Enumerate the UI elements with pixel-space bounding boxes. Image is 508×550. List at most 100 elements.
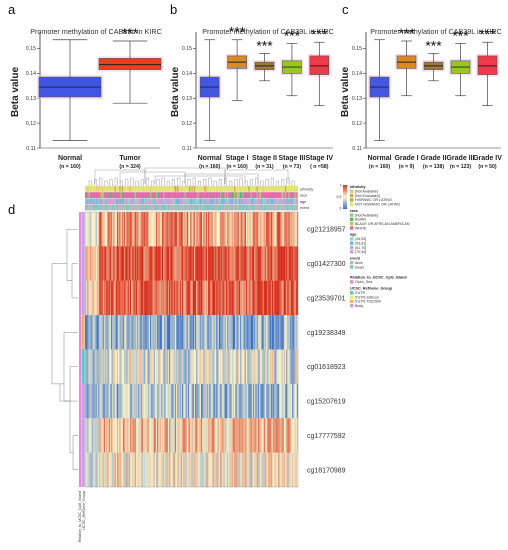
track-cell (223, 198, 225, 205)
heatmap-cell (178, 349, 180, 385)
heatmap-cell (170, 212, 172, 247)
track-label: ethnicity (300, 188, 313, 192)
track-cell (271, 198, 274, 205)
track-cell (203, 186, 205, 192)
legend-swatch (350, 245, 354, 250)
heatmap-cell (192, 452, 195, 488)
heatmap-cell (88, 349, 90, 385)
track-cell (120, 204, 122, 211)
heatmap-cell (166, 349, 168, 385)
track-cell (94, 186, 96, 192)
heatmap-cell (209, 418, 211, 453)
heatmap-cell (100, 349, 102, 385)
track-cell (228, 204, 230, 211)
heatmap-cell (141, 315, 144, 350)
heatmap-cell (134, 452, 137, 488)
scale-tick: 0.5 (337, 195, 342, 199)
heatmap-cell (180, 315, 183, 350)
heatmap-cell (296, 452, 299, 488)
heatmap-cell (177, 349, 179, 385)
heatmap-cell (229, 280, 231, 316)
heatmap-cell (156, 349, 158, 385)
heatmap-cell (129, 280, 132, 316)
heatmap-cell (282, 246, 284, 281)
track-cell (266, 186, 268, 192)
heatmap-cell (179, 315, 181, 350)
heatmap-cell (250, 418, 252, 453)
heatmap-cell (158, 212, 160, 247)
heatmap-cell (209, 280, 211, 316)
heatmap-cell (296, 315, 299, 350)
heatmap-cell (273, 246, 275, 281)
heatmap-cell (184, 280, 186, 316)
track-cell (176, 186, 178, 192)
category-label: Grade II (420, 155, 446, 162)
heatmap-cell (157, 315, 159, 350)
heatmap-cell (245, 418, 248, 453)
heatmap-cell (157, 383, 159, 419)
heatmap-cell (116, 452, 119, 488)
heatmap-cell (287, 452, 289, 488)
heatmap-cell (205, 452, 208, 488)
track-cell (140, 204, 142, 211)
heatmap-cell (93, 349, 95, 385)
track-cell (203, 198, 205, 205)
track-cell (251, 198, 254, 205)
heatmap-cell (90, 315, 93, 350)
track-cell (269, 198, 271, 205)
box-iqr (309, 55, 330, 75)
heatmap-cell (133, 383, 135, 419)
heatmap-cell (200, 418, 203, 453)
heatmap-cell (122, 349, 125, 385)
heatmap-cell (147, 246, 150, 281)
heatmap-cell (153, 212, 155, 247)
track-cell (160, 204, 163, 211)
scale-step (343, 187, 347, 189)
heatmap-cell (172, 349, 174, 385)
heatmap-cell (209, 452, 211, 488)
category-label: Stage I (226, 155, 249, 162)
heatmap-cell (219, 452, 222, 488)
heatmap-cell (245, 349, 248, 385)
heatmap-cell (135, 212, 138, 247)
heatmap-cell (234, 246, 236, 281)
panel-letter: a (8, 2, 16, 17)
heatmap-cell (293, 315, 295, 350)
probe-label: cg23539701 (307, 295, 346, 302)
heatmap-cell (152, 246, 154, 281)
heatmap-cell (268, 349, 270, 385)
heatmap-cell (192, 280, 195, 316)
track-cell (150, 198, 152, 205)
probe-label: cg01618923 (307, 364, 346, 371)
heatmap-cell (289, 246, 292, 281)
heatmap-cell (211, 280, 213, 316)
scale-step (343, 188, 347, 190)
track-cell (99, 192, 101, 198)
heatmap-cell (271, 212, 274, 247)
track-cell (166, 186, 168, 192)
track-cell (142, 192, 145, 198)
heatmap-cell (186, 383, 189, 419)
heatmap-cell (231, 315, 234, 350)
heatmap-cell (140, 280, 142, 316)
heatmap-cell (219, 418, 222, 453)
heatmap-cell (176, 349, 178, 385)
heatmap-cell (171, 246, 173, 281)
track-cell (102, 204, 105, 211)
heatmap-cell (230, 280, 232, 316)
track-cell (257, 204, 260, 211)
legend-item-label: ASIAN (355, 218, 366, 222)
heatmap-cell (227, 383, 229, 419)
track-cell (109, 186, 112, 192)
heatmap-cell (98, 212, 100, 247)
heatmap-cell (179, 280, 181, 316)
track-cell (218, 192, 221, 198)
track-cell (280, 192, 282, 198)
track-cell (210, 204, 212, 211)
track-cell (150, 186, 152, 192)
heatmap-cell (103, 246, 106, 281)
heatmap-cell (85, 452, 87, 488)
track-cell (161, 204, 164, 211)
track-cell (282, 186, 284, 192)
